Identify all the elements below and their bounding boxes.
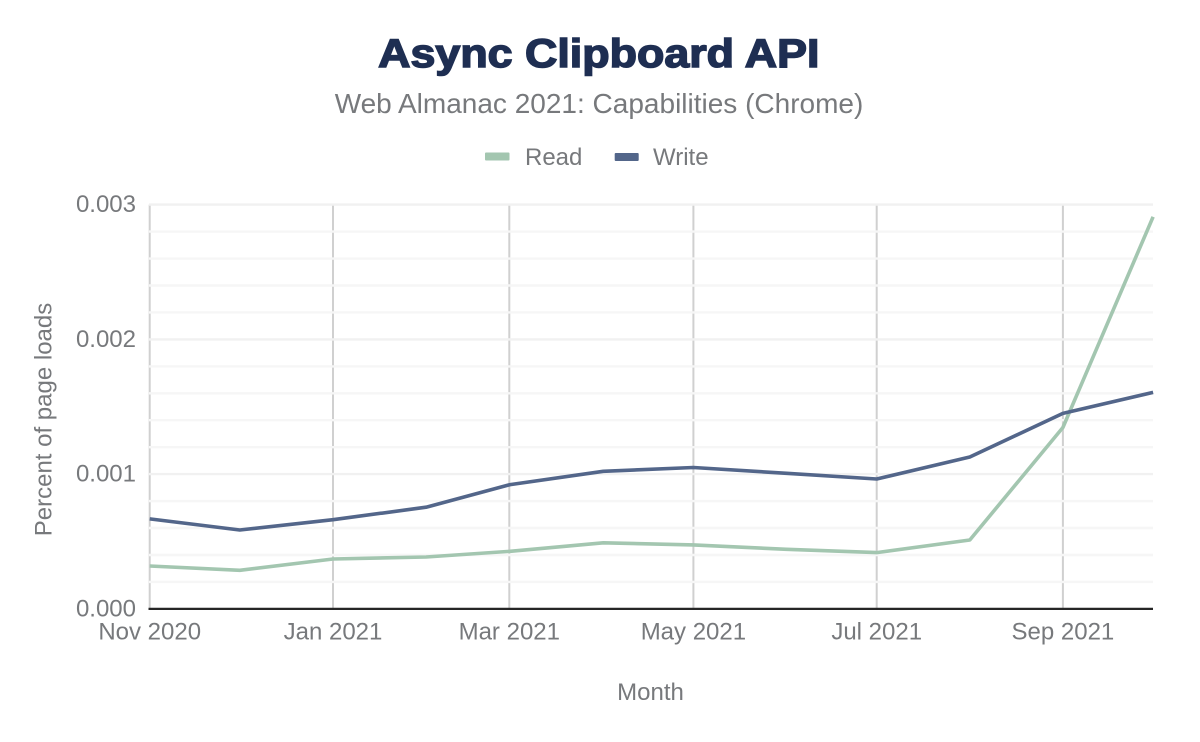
svg-text:0.002: 0.002 [76,326,136,353]
svg-text:Web Almanac 2021: Capabilities: Web Almanac 2021: Capabilities (Chrome) [335,88,864,119]
svg-text:0.000: 0.000 [76,595,136,622]
svg-text:Read: Read [525,144,582,171]
svg-text:Month: Month [617,679,684,706]
svg-text:Jul 2021: Jul 2021 [831,618,922,645]
svg-text:Jan 2021: Jan 2021 [284,618,383,645]
svg-text:May 2021: May 2021 [641,618,746,645]
svg-text:Nov 2020: Nov 2020 [98,618,201,645]
svg-text:Mar 2021: Mar 2021 [459,618,560,645]
svg-text:Write: Write [653,144,709,171]
svg-text:Async Clipboard API: Async Clipboard API [378,31,819,75]
svg-text:Sep 2021: Sep 2021 [1012,618,1115,645]
svg-text:0.003: 0.003 [76,191,136,218]
svg-text:0.001: 0.001 [76,461,136,488]
svg-text:Percent of page loads: Percent of page loads [31,303,58,537]
